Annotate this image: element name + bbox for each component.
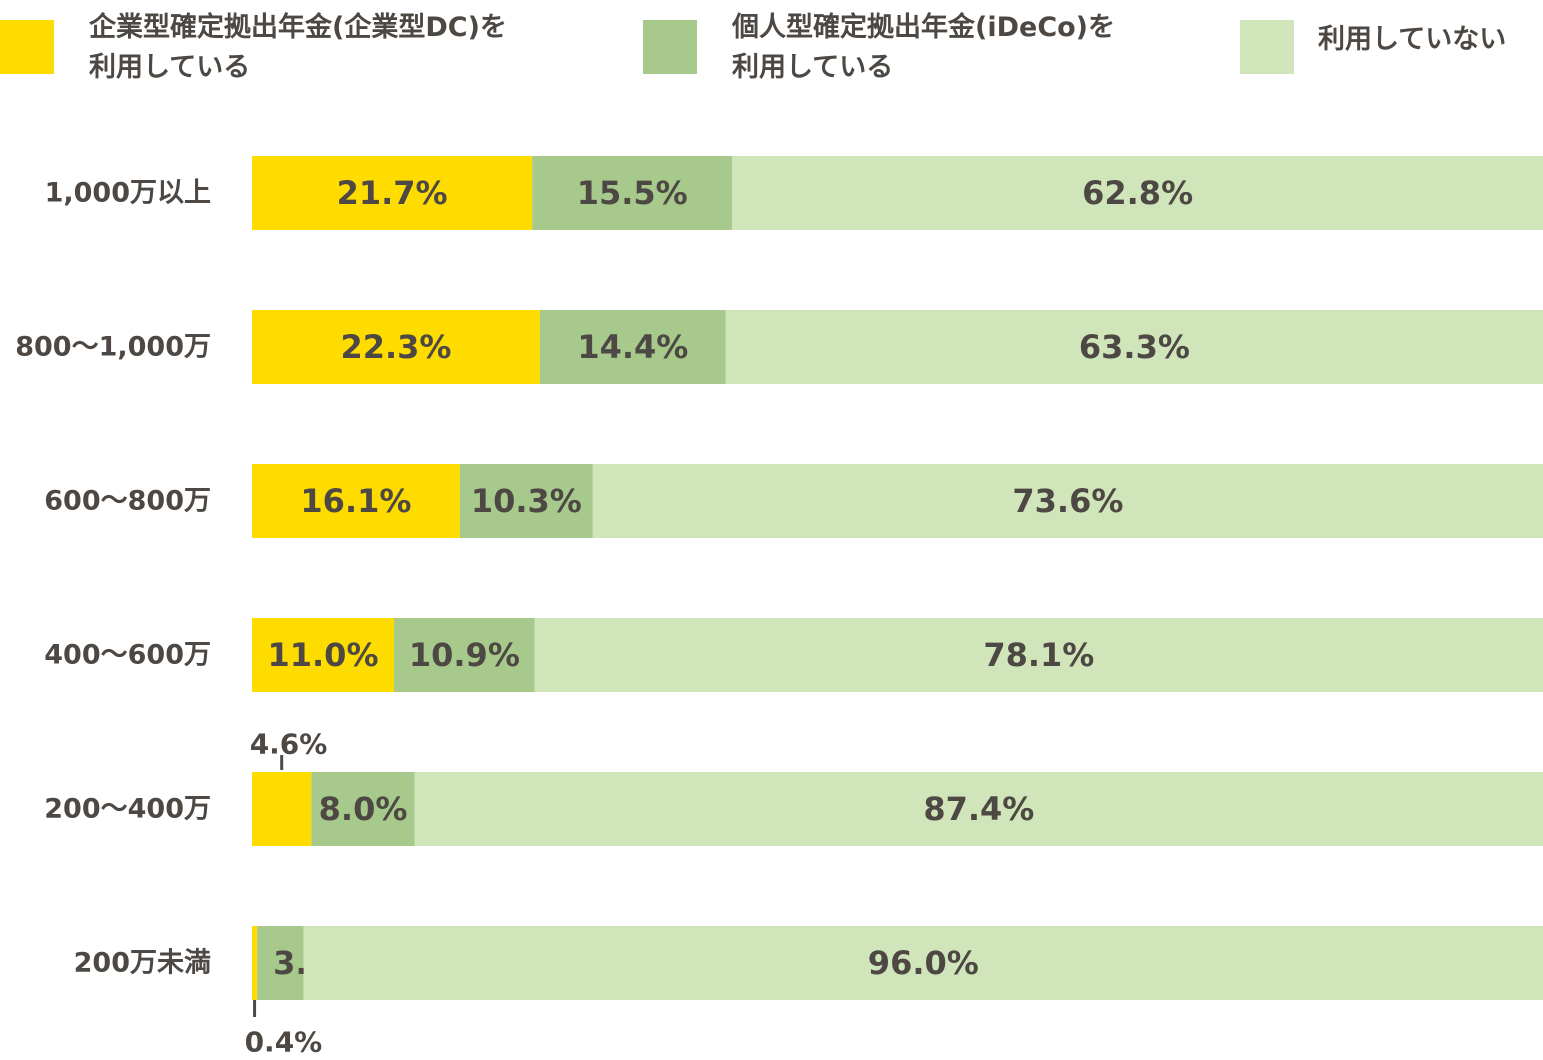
data-label: 21.7% [337,174,448,212]
bar-segment [414,772,1543,846]
data-label: 16.1% [300,482,411,520]
legend-label-corporate-dc: 企業型確定拠出年金(企業型DC)を 利用している [89,12,507,83]
data-label: 15.5% [577,174,688,212]
data-label: 73.6% [1012,482,1123,520]
legend: 企業型確定拠出年金(企業型DC)を 利用している 個人型確定拠出年金(iDeCo… [0,0,1543,100]
data-label: 63.3% [1079,328,1190,366]
bar-segment [252,926,258,1000]
data-label: 11.0% [267,636,378,674]
bar-segment [539,310,726,384]
category-label: 600〜800万 [44,486,211,517]
data-label: 96.0% [868,944,979,982]
category-label: 200万未満 [74,948,211,979]
bar-segment [534,618,1543,692]
bar-segment [252,310,540,384]
category-label: 800〜1,000万 [15,332,211,363]
data-label: 4.6% [250,728,328,761]
bar-segment [459,464,593,538]
bar-segment [252,772,312,846]
bar-segment [311,772,415,846]
data-label: 10.9% [409,636,520,674]
legend-item-ideco: 個人型確定拠出年金(iDeCo)を 利用している [643,8,1115,88]
category-label: 1,000万以上 [45,178,211,209]
bar-segment [252,156,533,230]
data-label: 8.0% [319,790,408,828]
legend-item-not-using: 利用していない [1240,8,1506,74]
bar-segment [532,156,733,230]
bar-segment [394,618,535,692]
legend-item-corporate-dc: 企業型確定拠出年金(企業型DC)を 利用している [0,8,507,88]
category-label: 400〜600万 [44,640,211,671]
bar-segment [303,926,1543,1000]
data-label: 87.4% [923,790,1034,828]
data-label: 22.3% [340,328,451,366]
bar-segment [725,310,1543,384]
category-label: 200〜400万 [44,794,211,825]
bar-segment [252,464,460,538]
legend-swatch-corporate-dc [0,20,54,74]
legend-label-ideco: 個人型確定拠出年金(iDeCo)を 利用している [732,12,1116,83]
legend-swatch-not-using [1240,20,1294,74]
data-label: 14.4% [577,328,688,366]
bar-segment [592,464,1543,538]
data-label: 0.4% [245,1026,323,1059]
legend-label-not-using: 利用していない [1318,24,1507,55]
bar-segment [732,156,1543,230]
bar-segment [252,618,395,692]
bar-segment [257,926,304,1000]
data-label: 78.1% [983,636,1094,674]
data-label: 10.3% [471,482,582,520]
data-label: 62.8% [1082,174,1193,212]
legend-swatch-ideco [643,20,697,74]
